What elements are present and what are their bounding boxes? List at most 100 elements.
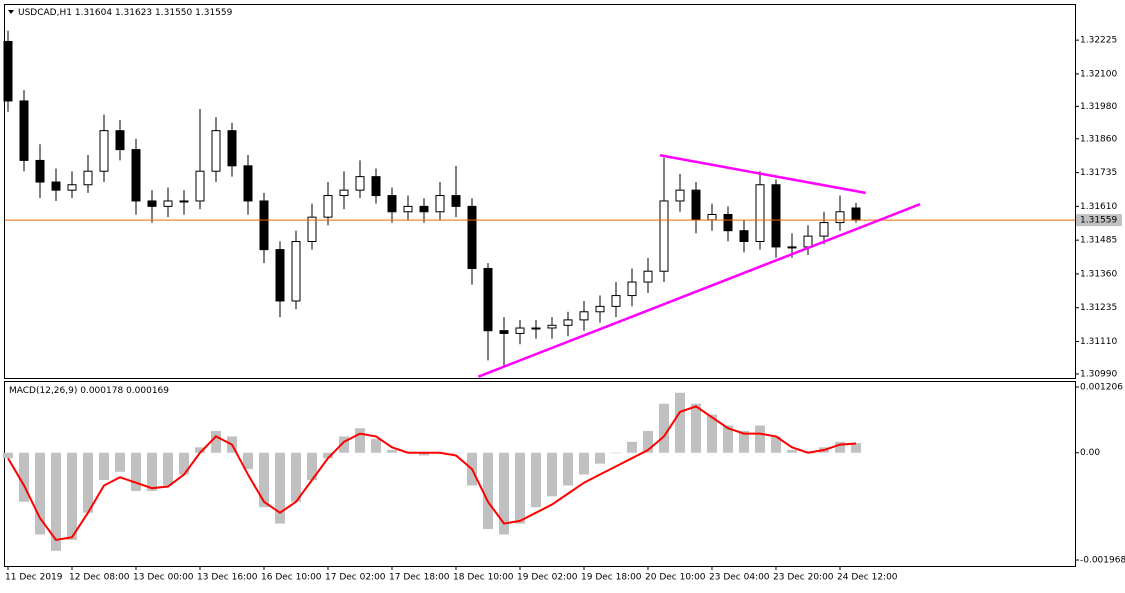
candle-body [547,324,557,329]
x-tick-label: 11 Dec 2019 [5,573,63,583]
signal-line [7,405,857,542]
candle-body [35,159,45,183]
x-tick-label: 24 Dec 12:00 [837,573,898,583]
trendline [659,154,866,195]
candle-body [803,235,813,248]
macd-bar [211,430,221,453]
macd-bar [643,430,653,453]
x-tick-label: 23 Dec 04:00 [709,573,770,583]
candle-body [435,195,445,213]
candle-body [707,213,717,221]
ohlc-open: 1.31604 [75,8,112,18]
candle-body [339,189,349,197]
candle-body [579,311,589,321]
macd-bar [131,452,141,491]
ohlc-high: 1.31623 [115,8,152,18]
macd-bar [275,452,285,524]
macd-bar [515,452,525,524]
macd-bar [659,403,669,453]
y-tick-label: 1.30990 [1080,369,1117,379]
macd-bar [707,414,717,453]
macd-bar [611,452,621,454]
candle-body [723,213,733,232]
macd-bar [835,441,845,453]
candle-body [275,249,285,302]
macd-bar [723,425,733,453]
x-tick-label: 23 Dec 20:00 [773,573,834,583]
candle-body [243,165,253,202]
macd-bar [51,452,61,551]
candle-body [499,330,509,334]
macd-bar [339,436,349,453]
y-tick-label: 1.31610 [1080,202,1117,212]
candle-body [195,170,205,202]
y-tick-label: 1.32100 [1080,69,1117,79]
candle-body [563,319,573,326]
macd-bar [851,443,861,453]
macd-bar [99,452,109,480]
y-tick-label: 1.31235 [1080,303,1117,313]
candle-body [643,270,653,283]
candle-body [131,149,141,202]
macd-bar [531,452,541,508]
candle-body [179,200,189,203]
macd-bar [195,447,205,453]
y-tick-label: 0.001206 [1080,383,1123,393]
candle-body [771,184,781,248]
macd-bar [419,452,429,456]
macd-panel [4,381,1076,567]
candle-body [83,170,93,186]
price-label-box [1076,214,1122,227]
macd-bar [323,452,333,459]
candle-body [675,189,685,202]
macd-bar [595,452,605,464]
macd-bar [387,450,397,453]
candle-body [147,200,157,207]
macd-bar [451,452,461,454]
macd-bar [771,436,781,453]
candle-body [739,230,749,243]
price-panel [4,4,1076,379]
menu-arrow[interactable] [8,10,14,14]
candle-body [531,327,541,330]
macd-bar [739,430,749,453]
macd-bar [691,403,701,453]
macd-name: MACD(12,26,9) [9,386,77,396]
candle-body [627,281,637,297]
x-tick-label: 17 Dec 02:00 [325,573,386,583]
y-tick-label: 1.31485 [1080,236,1117,246]
macd-bar [67,452,77,540]
candle-body [307,216,317,243]
chart-title: USDCAD,H1 1.31604 1.31623 1.31550 1.3155… [18,8,233,18]
y-tick-label: 1.31735 [1080,168,1117,178]
candle-body [515,327,525,334]
candle-body [371,176,381,197]
candle-body [851,207,861,221]
x-tick-label: 19 Dec 02:00 [517,573,578,583]
candle-body [835,211,845,224]
candle-body [163,200,173,207]
candle-body [99,130,109,172]
macd-bar [179,452,189,475]
macd-bar [579,452,589,475]
x-tick-label: 20 Dec 10:00 [645,573,706,583]
candle-body [403,205,413,213]
candle-body [291,241,301,302]
candle-body [787,246,797,249]
ohlc-low: 1.31550 [155,8,192,18]
macd-bar [371,439,381,453]
macd-bar [307,452,317,480]
candle-body [3,40,13,102]
candle-body [595,305,605,313]
macd-bar [483,452,493,530]
price-label: 1.31559 [1080,216,1117,226]
macd-title: MACD(12,26,9) 0.000178 0.000169 [9,386,169,396]
candle-body [467,205,477,270]
macd-bar [291,452,301,502]
x-tick-label: 16 Dec 10:00 [261,573,322,583]
macd-bar [499,452,509,535]
macd-bar [19,452,29,502]
y-tick-label: 1.31980 [1080,102,1117,112]
